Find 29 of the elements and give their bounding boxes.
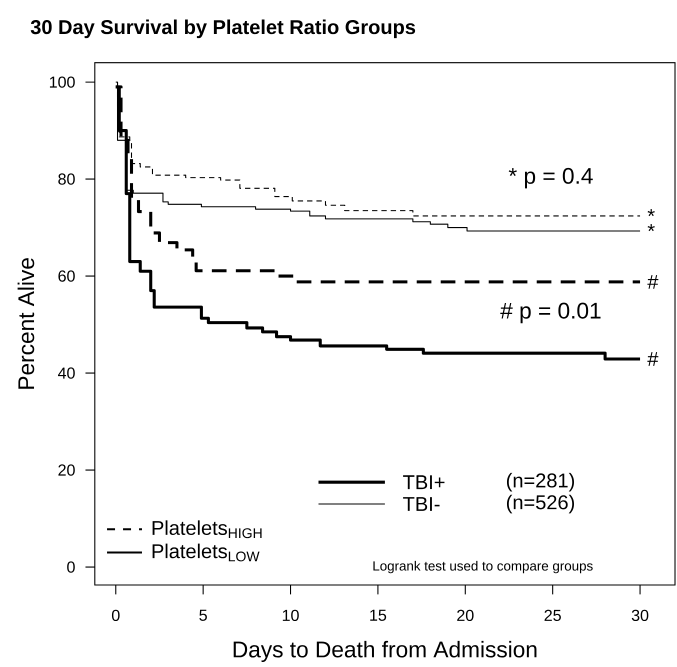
- chart-title: 30 Day Survival by Platelet Ratio Groups: [30, 20, 416, 38]
- x-axis-title: Days to Death from Admission: [234, 640, 536, 662]
- y-axis-title: Percent Alive: [18, 258, 34, 389]
- annotation: *: [648, 209, 655, 216]
- x-tick-label: 10: [282, 610, 299, 622]
- annotation: (n=526): [506, 494, 574, 514]
- x-tick-label: 30: [632, 610, 648, 622]
- x-tick-label: 5: [199, 610, 207, 621]
- annotation: TBI+: [403, 475, 444, 490]
- annotation: * p = 0.4: [508, 168, 593, 188]
- y-tick-label: 20: [58, 464, 75, 476]
- annotation: *: [648, 224, 655, 232]
- x-tick-label: 25: [544, 610, 561, 622]
- annotation: Platelets$_{HIGH}$: [152, 520, 262, 538]
- annotation: Logrank test used to compare groups: [373, 560, 593, 574]
- annotation: # p = 0.01: [500, 302, 601, 324]
- y-tick-label: 40: [58, 367, 75, 379]
- y-tick-label: 100: [50, 76, 75, 88]
- x-tick-label: 0: [112, 610, 120, 622]
- annotation: #: [647, 275, 658, 289]
- y-tick-label: 80: [58, 173, 75, 185]
- annotation: (n=281): [506, 472, 574, 492]
- x-tick-label: 20: [457, 610, 474, 622]
- y-tick-label: 60: [58, 270, 75, 282]
- x-tick-label: 15: [370, 610, 386, 621]
- annotation: #: [647, 352, 658, 366]
- annotation: Platelets$_{LOW}$: [152, 544, 260, 562]
- annotation: TBI-: [403, 497, 440, 511]
- y-tick-label: 0: [67, 561, 75, 573]
